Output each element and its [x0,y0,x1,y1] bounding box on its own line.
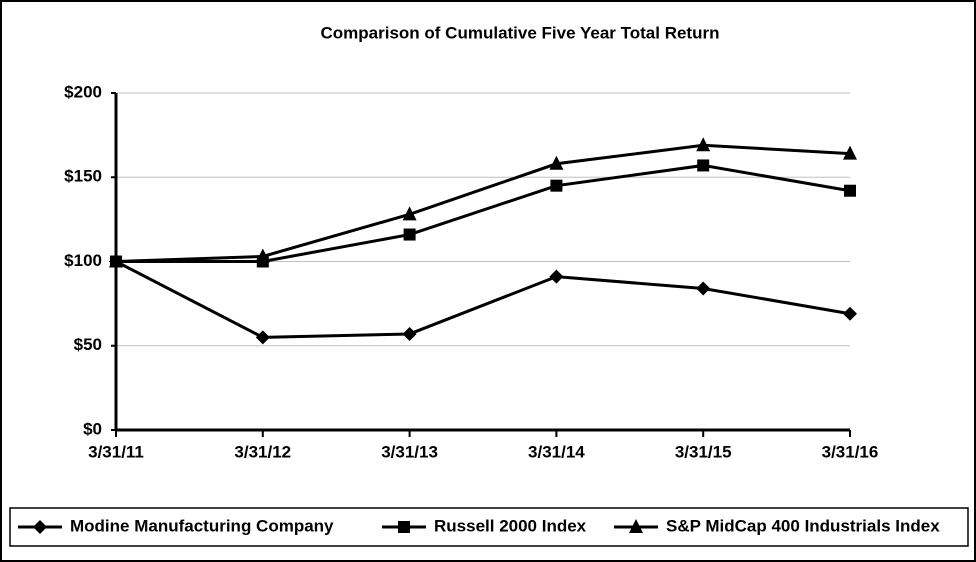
data-point [549,155,564,170]
x-tick-label: 3/31/14 [528,442,585,461]
y-tick-label: $150 [64,167,102,186]
y-tick-label: $200 [64,82,102,101]
x-tick-label: 3/31/15 [675,442,732,461]
x-tick-label: 3/31/11 [88,442,144,461]
data-point [843,306,857,321]
legend-label: S&P MidCap 400 Industrials Index [666,516,940,535]
data-point [696,281,711,296]
x-tick-label: 3/31/13 [381,442,438,461]
legend-marker [398,521,410,533]
y-tick-label: $0 [83,419,102,438]
data-point [696,137,711,152]
x-tick-label: 3/31/16 [822,442,879,461]
data-point [697,159,710,172]
y-tick-label: $50 [74,335,102,354]
legend-box [9,507,969,547]
legend-marker [33,520,47,534]
data-point [403,228,416,241]
data-point [843,145,857,160]
series-line [115,260,851,339]
chart-title: Comparison of Cumulative Five Year Total… [321,23,720,42]
data-point [402,206,417,221]
series-line [116,163,851,263]
legend-label: Russell 2000 Index [434,516,587,535]
x-tick-label: 3/31/12 [234,442,291,461]
data-point [844,184,856,197]
y-tick-label: $100 [64,251,102,270]
series-line [115,143,851,263]
data-point [255,330,270,345]
data-point [109,253,123,268]
data-point [550,179,563,192]
data-point [255,248,270,263]
legend-label: Modine Manufacturing Company [70,516,334,535]
legend-marker [629,519,643,533]
data-point [402,326,417,341]
data-point [549,269,564,284]
